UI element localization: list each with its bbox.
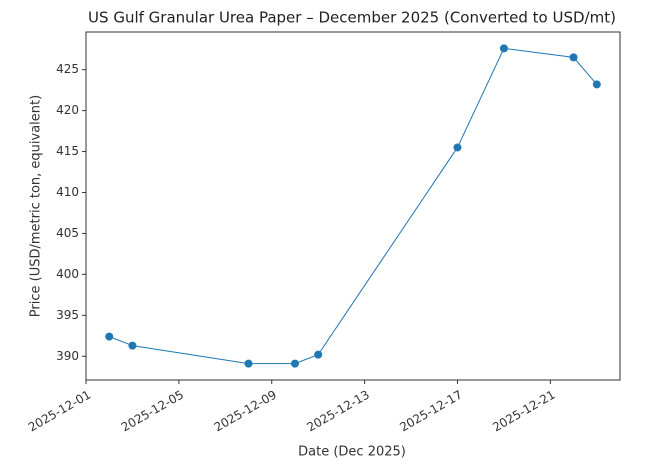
y-tick-label: 395	[56, 308, 79, 322]
point	[499, 44, 508, 53]
y-tick-label: 420	[56, 103, 79, 117]
point	[592, 80, 601, 89]
y-tick-label: 425	[56, 62, 79, 76]
y-tick-label: 400	[56, 267, 79, 281]
point	[128, 341, 137, 350]
point	[105, 332, 114, 341]
x-tick-label: 2025-12-21	[490, 388, 557, 435]
y-tick-label: 390	[56, 349, 79, 363]
y-axis-label: Price (USD/metric ton, equivalent)	[29, 95, 44, 317]
line	[109, 47, 598, 365]
x-axis-label: Date (Dec 2025)	[298, 445, 406, 460]
point	[290, 359, 299, 368]
point	[569, 53, 578, 62]
x-tick-label: 2025-12-09	[212, 388, 279, 435]
x-tick-label: 2025-12-17	[397, 388, 464, 435]
y-tick-label: 415	[56, 144, 79, 158]
y-tick-label: 410	[56, 185, 79, 199]
chart-title: US Gulf Granular Urea Paper – December 2…	[88, 9, 616, 27]
plot-frame	[85, 31, 621, 381]
x-tick-label: 2025-12-13	[304, 388, 371, 435]
point	[314, 350, 323, 359]
y-tick-label: 405	[56, 226, 79, 240]
x-tick-label: 2025-12-05	[119, 388, 186, 435]
point	[453, 143, 462, 152]
point	[244, 359, 253, 368]
x-tick-label: 2025-12-01	[26, 388, 93, 435]
